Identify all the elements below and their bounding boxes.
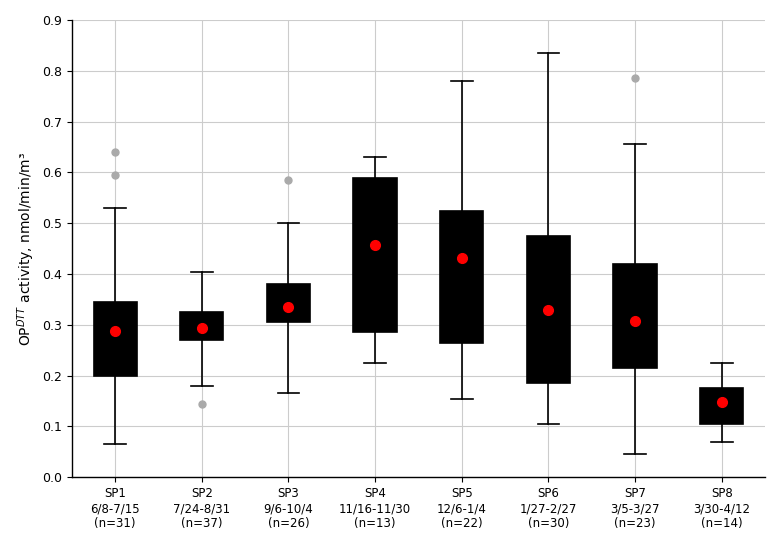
PathPatch shape [353, 178, 397, 332]
PathPatch shape [613, 264, 657, 368]
PathPatch shape [94, 302, 136, 376]
PathPatch shape [700, 389, 743, 424]
Y-axis label: OP$^{DTT}$ activity, nmol/min/m³: OP$^{DTT}$ activity, nmol/min/m³ [15, 152, 37, 346]
PathPatch shape [267, 284, 310, 322]
PathPatch shape [440, 210, 484, 343]
PathPatch shape [180, 312, 224, 340]
PathPatch shape [526, 236, 570, 383]
